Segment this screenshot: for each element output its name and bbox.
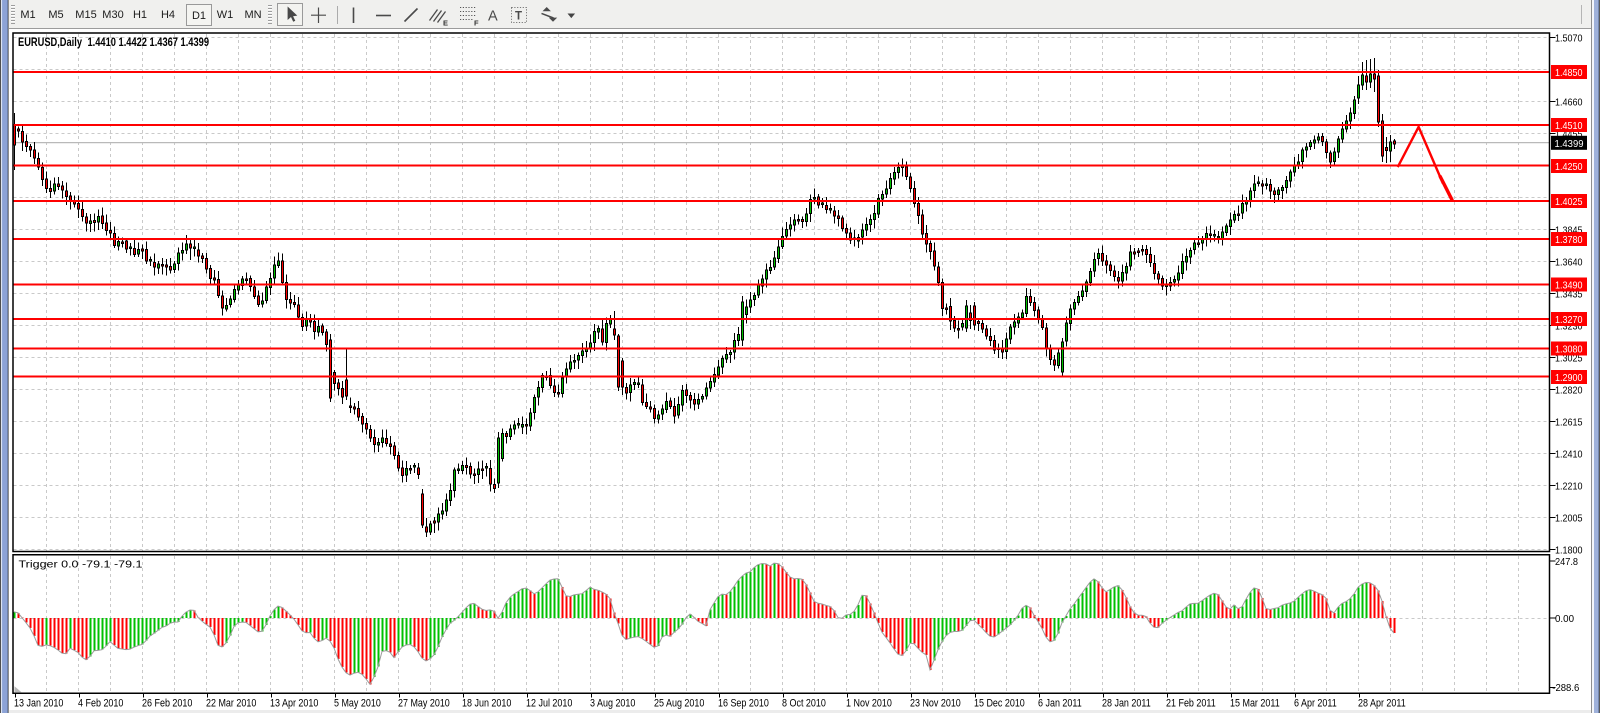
svg-text:16 Sep 2010: 16 Sep 2010	[718, 697, 769, 709]
svg-text:12 Jul 2010: 12 Jul 2010	[526, 697, 572, 709]
svg-text:1.4660: 1.4660	[1555, 97, 1583, 109]
svg-text:1.3080: 1.3080	[1555, 344, 1583, 356]
svg-text:13 Jan 2010: 13 Jan 2010	[14, 697, 63, 709]
svg-text:26 Feb 2010: 26 Feb 2010	[142, 697, 192, 709]
svg-text:1.2900: 1.2900	[1555, 372, 1583, 384]
svg-text:1.4510: 1.4510	[1555, 120, 1583, 132]
svg-text:28 Jan 2011: 28 Jan 2011	[1102, 697, 1151, 709]
svg-text:1.4025: 1.4025	[1555, 196, 1583, 208]
svg-text:28 Apr 2011: 28 Apr 2011	[1358, 697, 1406, 709]
svg-text:247.8: 247.8	[1555, 556, 1578, 568]
svg-text:1.1800: 1.1800	[1555, 545, 1583, 557]
svg-text:1.2210: 1.2210	[1555, 481, 1583, 493]
svg-text:1.4850: 1.4850	[1555, 67, 1583, 79]
svg-text:18 Jun 2010: 18 Jun 2010	[462, 697, 511, 709]
svg-text:1.4410 1.4422 1.4367 1.4399: 1.4410 1.4422 1.4367 1.4399	[88, 35, 210, 49]
svg-text:1 Nov 2010: 1 Nov 2010	[846, 697, 892, 709]
svg-text:8 Oct 2010: 8 Oct 2010	[782, 697, 826, 709]
svg-text:6 Apr 2011: 6 Apr 2011	[1294, 697, 1337, 709]
svg-text:1.2410: 1.2410	[1555, 449, 1583, 461]
svg-text:1.3490: 1.3490	[1555, 280, 1583, 292]
svg-text:4 Feb 2010: 4 Feb 2010	[78, 697, 123, 709]
svg-text:25 Aug 2010: 25 Aug 2010	[654, 697, 704, 709]
svg-text:6 Jan 2011: 6 Jan 2011	[1038, 697, 1082, 709]
svg-text:27 May 2010: 27 May 2010	[398, 697, 450, 709]
svg-text:T: T	[515, 11, 522, 23]
svg-text:1.3780: 1.3780	[1555, 234, 1583, 246]
svg-text:15 Mar 2011: 15 Mar 2011	[1230, 697, 1280, 709]
svg-text:Trigger 0.0 -79.1 -79.1: Trigger 0.0 -79.1 -79.1	[19, 559, 143, 571]
svg-text:5 May 2010: 5 May 2010	[334, 697, 381, 709]
svg-text:22 Mar 2010: 22 Mar 2010	[206, 697, 256, 709]
svg-text:1.2615: 1.2615	[1555, 417, 1583, 429]
svg-text:1.3640: 1.3640	[1555, 257, 1583, 269]
svg-text:-288.6: -288.6	[1552, 682, 1579, 694]
svg-text:F: F	[474, 19, 479, 28]
svg-text:1.4399: 1.4399	[1555, 138, 1584, 150]
svg-text:EURUSD,Daily: EURUSD,Daily	[18, 35, 82, 49]
svg-text:1.3270: 1.3270	[1555, 314, 1583, 326]
svg-text:A: A	[488, 9, 498, 25]
svg-text:1.5070: 1.5070	[1555, 33, 1583, 45]
svg-text:0.00: 0.00	[1555, 613, 1574, 625]
svg-text:15 Dec 2010: 15 Dec 2010	[974, 697, 1025, 709]
svg-text:13 Apr 2010: 13 Apr 2010	[270, 697, 318, 709]
svg-text:21 Feb 2011: 21 Feb 2011	[1166, 697, 1216, 709]
svg-text:23 Nov 2010: 23 Nov 2010	[910, 697, 961, 709]
svg-text:3 Aug 2010: 3 Aug 2010	[590, 697, 635, 709]
svg-text:1.2820: 1.2820	[1555, 385, 1583, 397]
svg-text:1.2005: 1.2005	[1555, 513, 1583, 525]
svg-text:1.4250: 1.4250	[1555, 161, 1583, 173]
svg-text:E: E	[443, 19, 448, 28]
